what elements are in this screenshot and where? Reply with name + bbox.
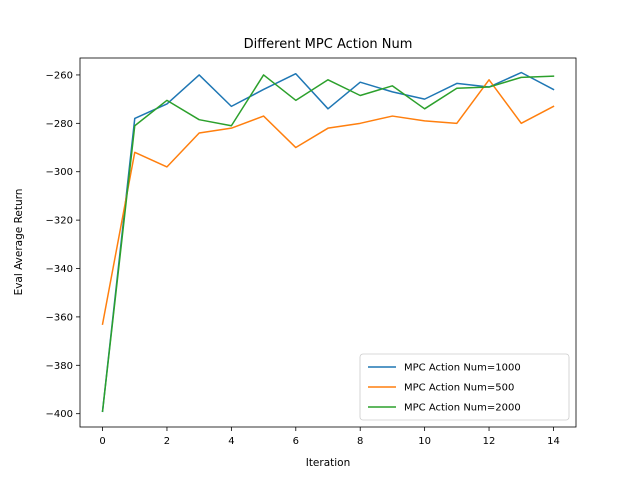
y-tick-label: −320 [46, 216, 73, 227]
y-tick-label: −400 [46, 409, 73, 420]
x-tick-label: 6 [293, 436, 299, 447]
legend-label-2: MPC Action Num=500 [404, 383, 514, 394]
legend-box [359, 353, 570, 421]
x-tick-label: 0 [99, 436, 105, 447]
y-tick-label: −260 [46, 70, 73, 81]
y-tick-label: −300 [46, 167, 73, 178]
axes-frame [79, 57, 577, 428]
x-tick-label: 4 [228, 436, 234, 447]
y-axis-label: Eval Average Return [13, 189, 25, 296]
y-tick-label: −280 [46, 119, 73, 130]
legend: MPC Action Num=1000 MPC Action Num=500 MPC… [359, 353, 570, 421]
x-tick-label: 2 [164, 436, 170, 447]
series-line-1 [101, 71, 555, 413]
series-line-2 [101, 79, 555, 326]
legend-label-1: MPC Action Num=1000 [404, 363, 521, 374]
x-axis-label: Iteration [306, 457, 351, 469]
chart-title: Different MPC Action Num [244, 37, 413, 52]
x-axis: 0 2 4 6 8 10 12 14 [99, 427, 560, 447]
y-axis: −400 −380 −360 −340 −320 −300 −280 −260 [46, 70, 80, 420]
x-tick-label: 8 [357, 436, 363, 447]
x-tick-label: 12 [483, 436, 496, 447]
x-tick-label: 10 [418, 436, 431, 447]
plot-area [101, 71, 555, 413]
x-tick-label: 14 [547, 436, 560, 447]
y-tick-label: −380 [46, 361, 73, 372]
y-tick-label: −340 [46, 264, 73, 275]
y-tick-label: −360 [46, 312, 73, 323]
legend-label-3: MPC Action Num=2000 [404, 403, 521, 414]
series-line-3 [101, 74, 555, 413]
